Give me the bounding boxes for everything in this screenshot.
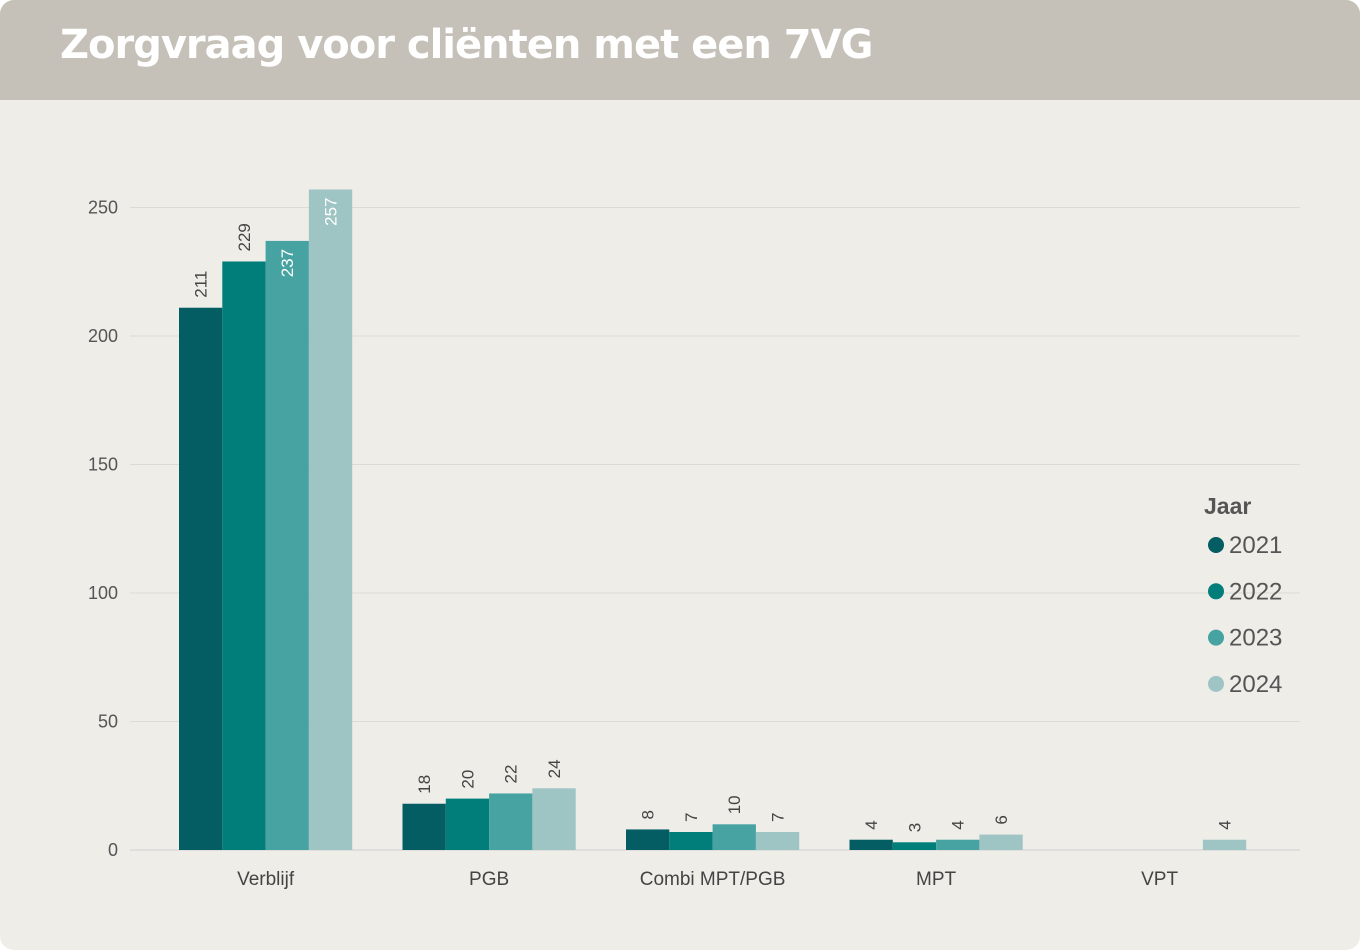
data-label: 237 bbox=[278, 249, 297, 277]
data-label: 7 bbox=[769, 813, 788, 822]
y-tick-label: 0 bbox=[108, 840, 118, 860]
bar-2022-verblijf bbox=[222, 261, 266, 851]
data-label: 4 bbox=[949, 820, 968, 829]
data-label: 20 bbox=[458, 770, 477, 789]
bar-2021-pgb bbox=[402, 803, 446, 850]
data-label: 24 bbox=[545, 759, 564, 778]
legend-label-2023: 2023 bbox=[1229, 625, 1282, 652]
y-tick-label: 200 bbox=[88, 326, 118, 346]
data-label: 229 bbox=[235, 223, 254, 251]
legend-title: Jaar bbox=[1204, 493, 1251, 519]
legend-label-2022: 2022 bbox=[1229, 578, 1282, 605]
bar-2022-mpt bbox=[892, 842, 937, 850]
bar-2024-vpt bbox=[1202, 839, 1247, 850]
bar-2021-combi-mpt-pgb bbox=[626, 829, 670, 850]
bar-2021-mpt bbox=[849, 839, 893, 850]
bar-2024-pgb bbox=[532, 788, 576, 850]
bar-2023-mpt bbox=[936, 839, 980, 850]
y-tick-label: 250 bbox=[88, 198, 118, 218]
header-bar: Zorgvraag voor cliënten met een 7VG bbox=[0, 0, 1360, 100]
bar-2022-combi-mpt-pgb bbox=[669, 832, 713, 850]
bar-2024-combi-mpt-pgb bbox=[755, 832, 800, 850]
bar-2024-mpt bbox=[979, 834, 1023, 850]
y-tick-label: 150 bbox=[88, 455, 118, 475]
bar-2024-verblijf bbox=[308, 189, 353, 850]
data-label: 257 bbox=[322, 198, 341, 226]
bar-2023-combi-mpt-pgb bbox=[712, 824, 756, 850]
x-category-label: PGB bbox=[469, 869, 509, 890]
x-category-label: MPT bbox=[916, 869, 957, 890]
bar-2022-pgb bbox=[445, 798, 490, 850]
data-label: 8 bbox=[639, 810, 658, 819]
chart-title: Zorgvraag voor cliënten met een 7VG bbox=[60, 22, 873, 68]
y-tick-label: 100 bbox=[88, 583, 118, 603]
legend-swatch-2022 bbox=[1208, 583, 1224, 600]
bar-2023-pgb bbox=[489, 793, 533, 850]
legend-label-2024: 2024 bbox=[1229, 671, 1282, 698]
data-label: 4 bbox=[1216, 820, 1235, 829]
data-label: 4 bbox=[862, 820, 881, 829]
data-label: 22 bbox=[502, 765, 521, 784]
y-tick-label: 50 bbox=[98, 712, 118, 732]
legend-label-2021: 2021 bbox=[1229, 532, 1282, 559]
data-label: 3 bbox=[905, 823, 924, 832]
data-label: 7 bbox=[682, 813, 701, 822]
data-label: 18 bbox=[415, 775, 434, 794]
x-category-label: VPT bbox=[1141, 869, 1178, 890]
data-label: 6 bbox=[992, 815, 1011, 824]
data-label: 211 bbox=[192, 271, 211, 298]
x-category-label: Combi MPT/PGB bbox=[640, 869, 786, 890]
bar-2021-verblijf bbox=[179, 307, 223, 851]
x-category-label: Verblijf bbox=[237, 869, 295, 890]
legend-swatch-2024 bbox=[1208, 675, 1224, 692]
legend-swatch-2021 bbox=[1208, 537, 1224, 553]
data-label: 10 bbox=[725, 795, 744, 814]
legend-swatch-2023 bbox=[1208, 629, 1224, 646]
bar-2023-verblijf bbox=[265, 240, 309, 850]
